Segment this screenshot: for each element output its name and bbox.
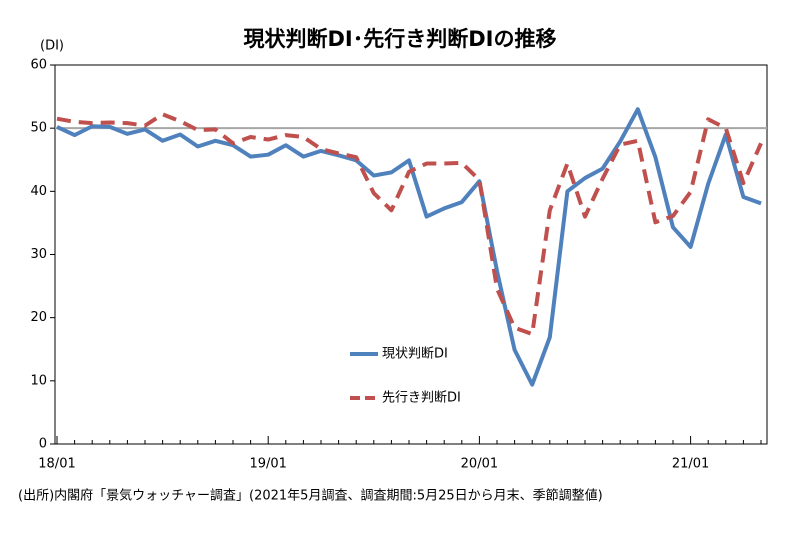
y-tick-label: 60 [30,58,47,73]
series-line [56,107,762,387]
x-tick-label: 21/01 [672,457,709,472]
y-tick-label: 20 [30,310,47,325]
x-tick-label: 19/01 [249,457,286,472]
chart-title: 現状判断DI･先行き判断DIの推移 [244,27,557,51]
x-tick-label: 18/01 [38,457,75,472]
y-tick-label: 50 [30,121,47,136]
y-tick-label: 30 [30,247,47,262]
source-note: (出所)内閣府「景気ウォッチャー調査」(2021年5月調査、調査期間:5月25日… [18,488,603,504]
y-tick-label: 10 [30,373,47,388]
series-line [56,112,763,337]
legend-label: 現状判断DI [382,347,448,362]
plot-frame [54,64,768,445]
x-tick-label: 20/01 [461,457,498,472]
y-tick-label: 40 [30,184,47,199]
legend-label: 先行き判断DI [382,391,461,406]
y-tick-label: 0 [39,437,47,452]
y-axis-label: (DI) [40,39,64,54]
